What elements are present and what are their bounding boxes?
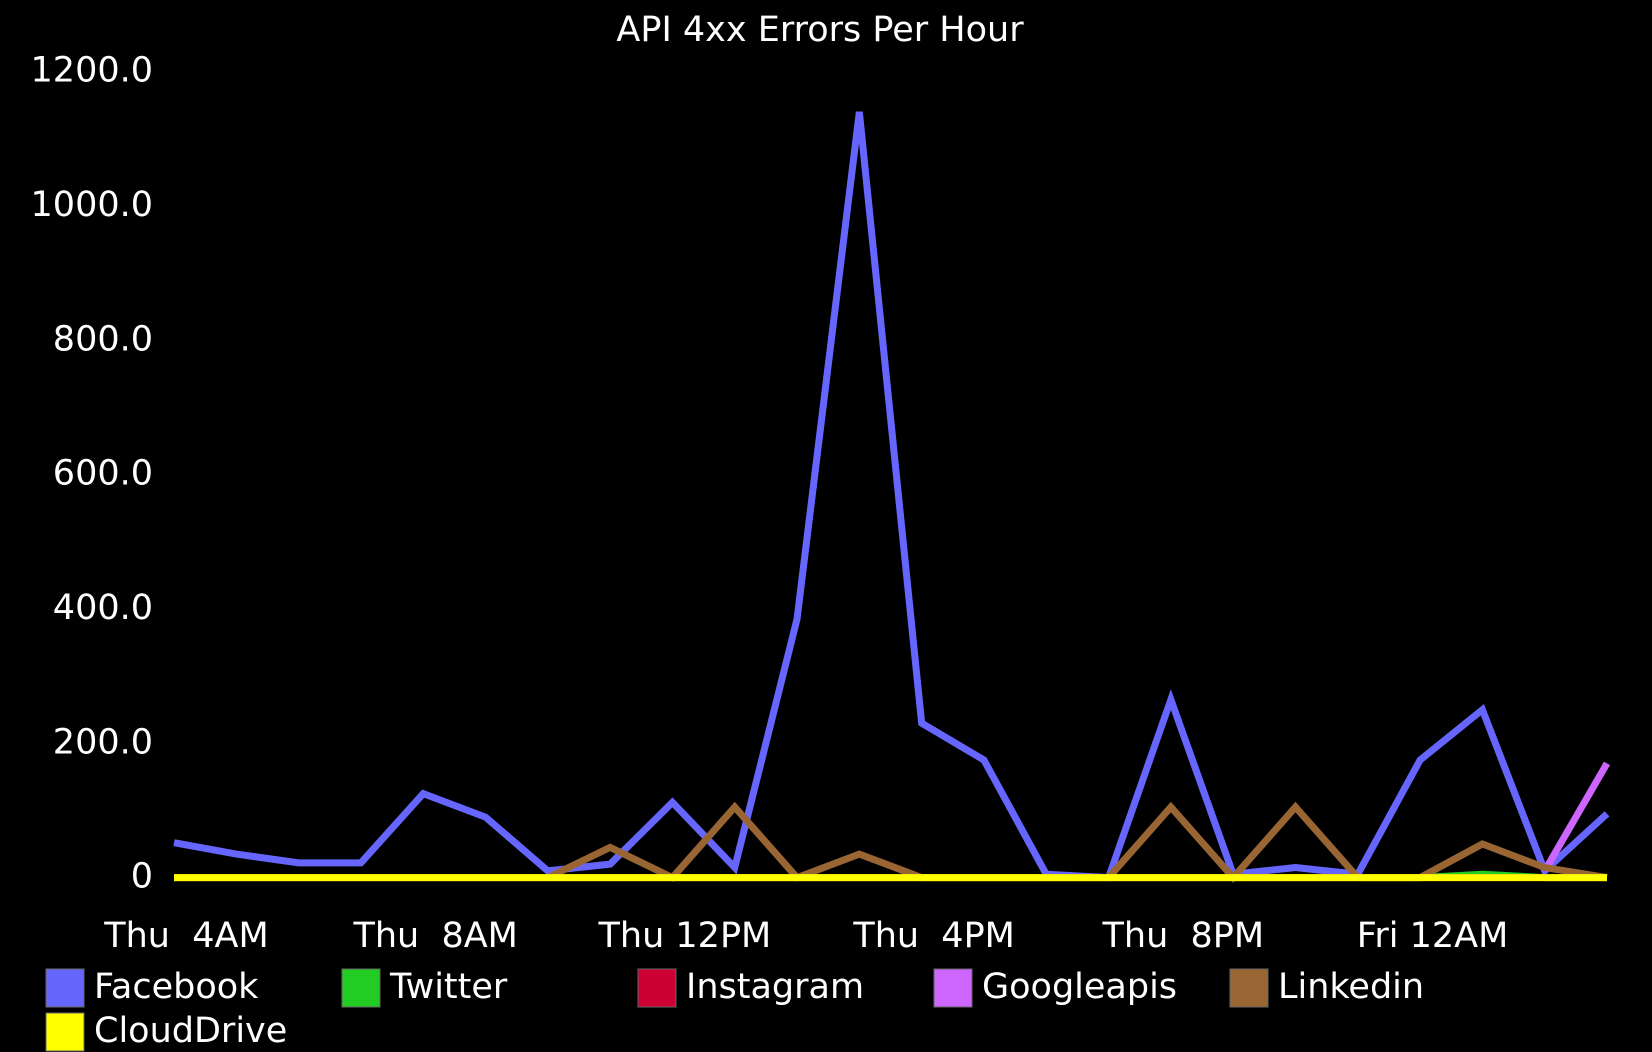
- legend-swatch: [1229, 968, 1269, 1008]
- y-tick-label: 600.0: [53, 454, 153, 494]
- y-tick-label: 1200.0: [31, 51, 153, 91]
- legend-label: Instagram: [686, 967, 864, 1007]
- legend-label: Googleapis: [982, 967, 1177, 1007]
- x-tick-label: Thu 8AM: [352, 916, 517, 956]
- legend-label: Facebook: [94, 967, 259, 1007]
- legend-swatch: [45, 968, 85, 1008]
- legend-swatch: [933, 968, 973, 1008]
- chart-title: API 4xx Errors Per Hour: [616, 10, 1024, 50]
- series-line: [546, 801, 1608, 883]
- legend-label: Twitter: [389, 967, 508, 1007]
- legend-label: CloudDrive: [94, 1011, 287, 1051]
- y-tick-label: 800.0: [53, 319, 153, 359]
- legend-swatch: [341, 968, 381, 1008]
- legend-swatch: [637, 968, 677, 1008]
- legend-swatch: [45, 1012, 85, 1052]
- y-tick-label: 400.0: [53, 588, 153, 628]
- legend-label: Linkedin: [1278, 967, 1424, 1007]
- y-tick-label: 1000.0: [31, 185, 153, 225]
- x-tick-label: Thu 12PM: [598, 916, 772, 956]
- x-tick-label: Thu 4PM: [852, 916, 1015, 956]
- x-tick-label: Thu 4AM: [103, 916, 268, 956]
- x-tick-label: Thu 8PM: [1102, 916, 1265, 956]
- y-tick-label: 200.0: [53, 722, 153, 762]
- series-line: [1541, 761, 1611, 873]
- x-tick-label: Fri 12AM: [1357, 916, 1509, 956]
- y-tick-label: 0: [131, 857, 153, 897]
- series-line: [173, 111, 1610, 882]
